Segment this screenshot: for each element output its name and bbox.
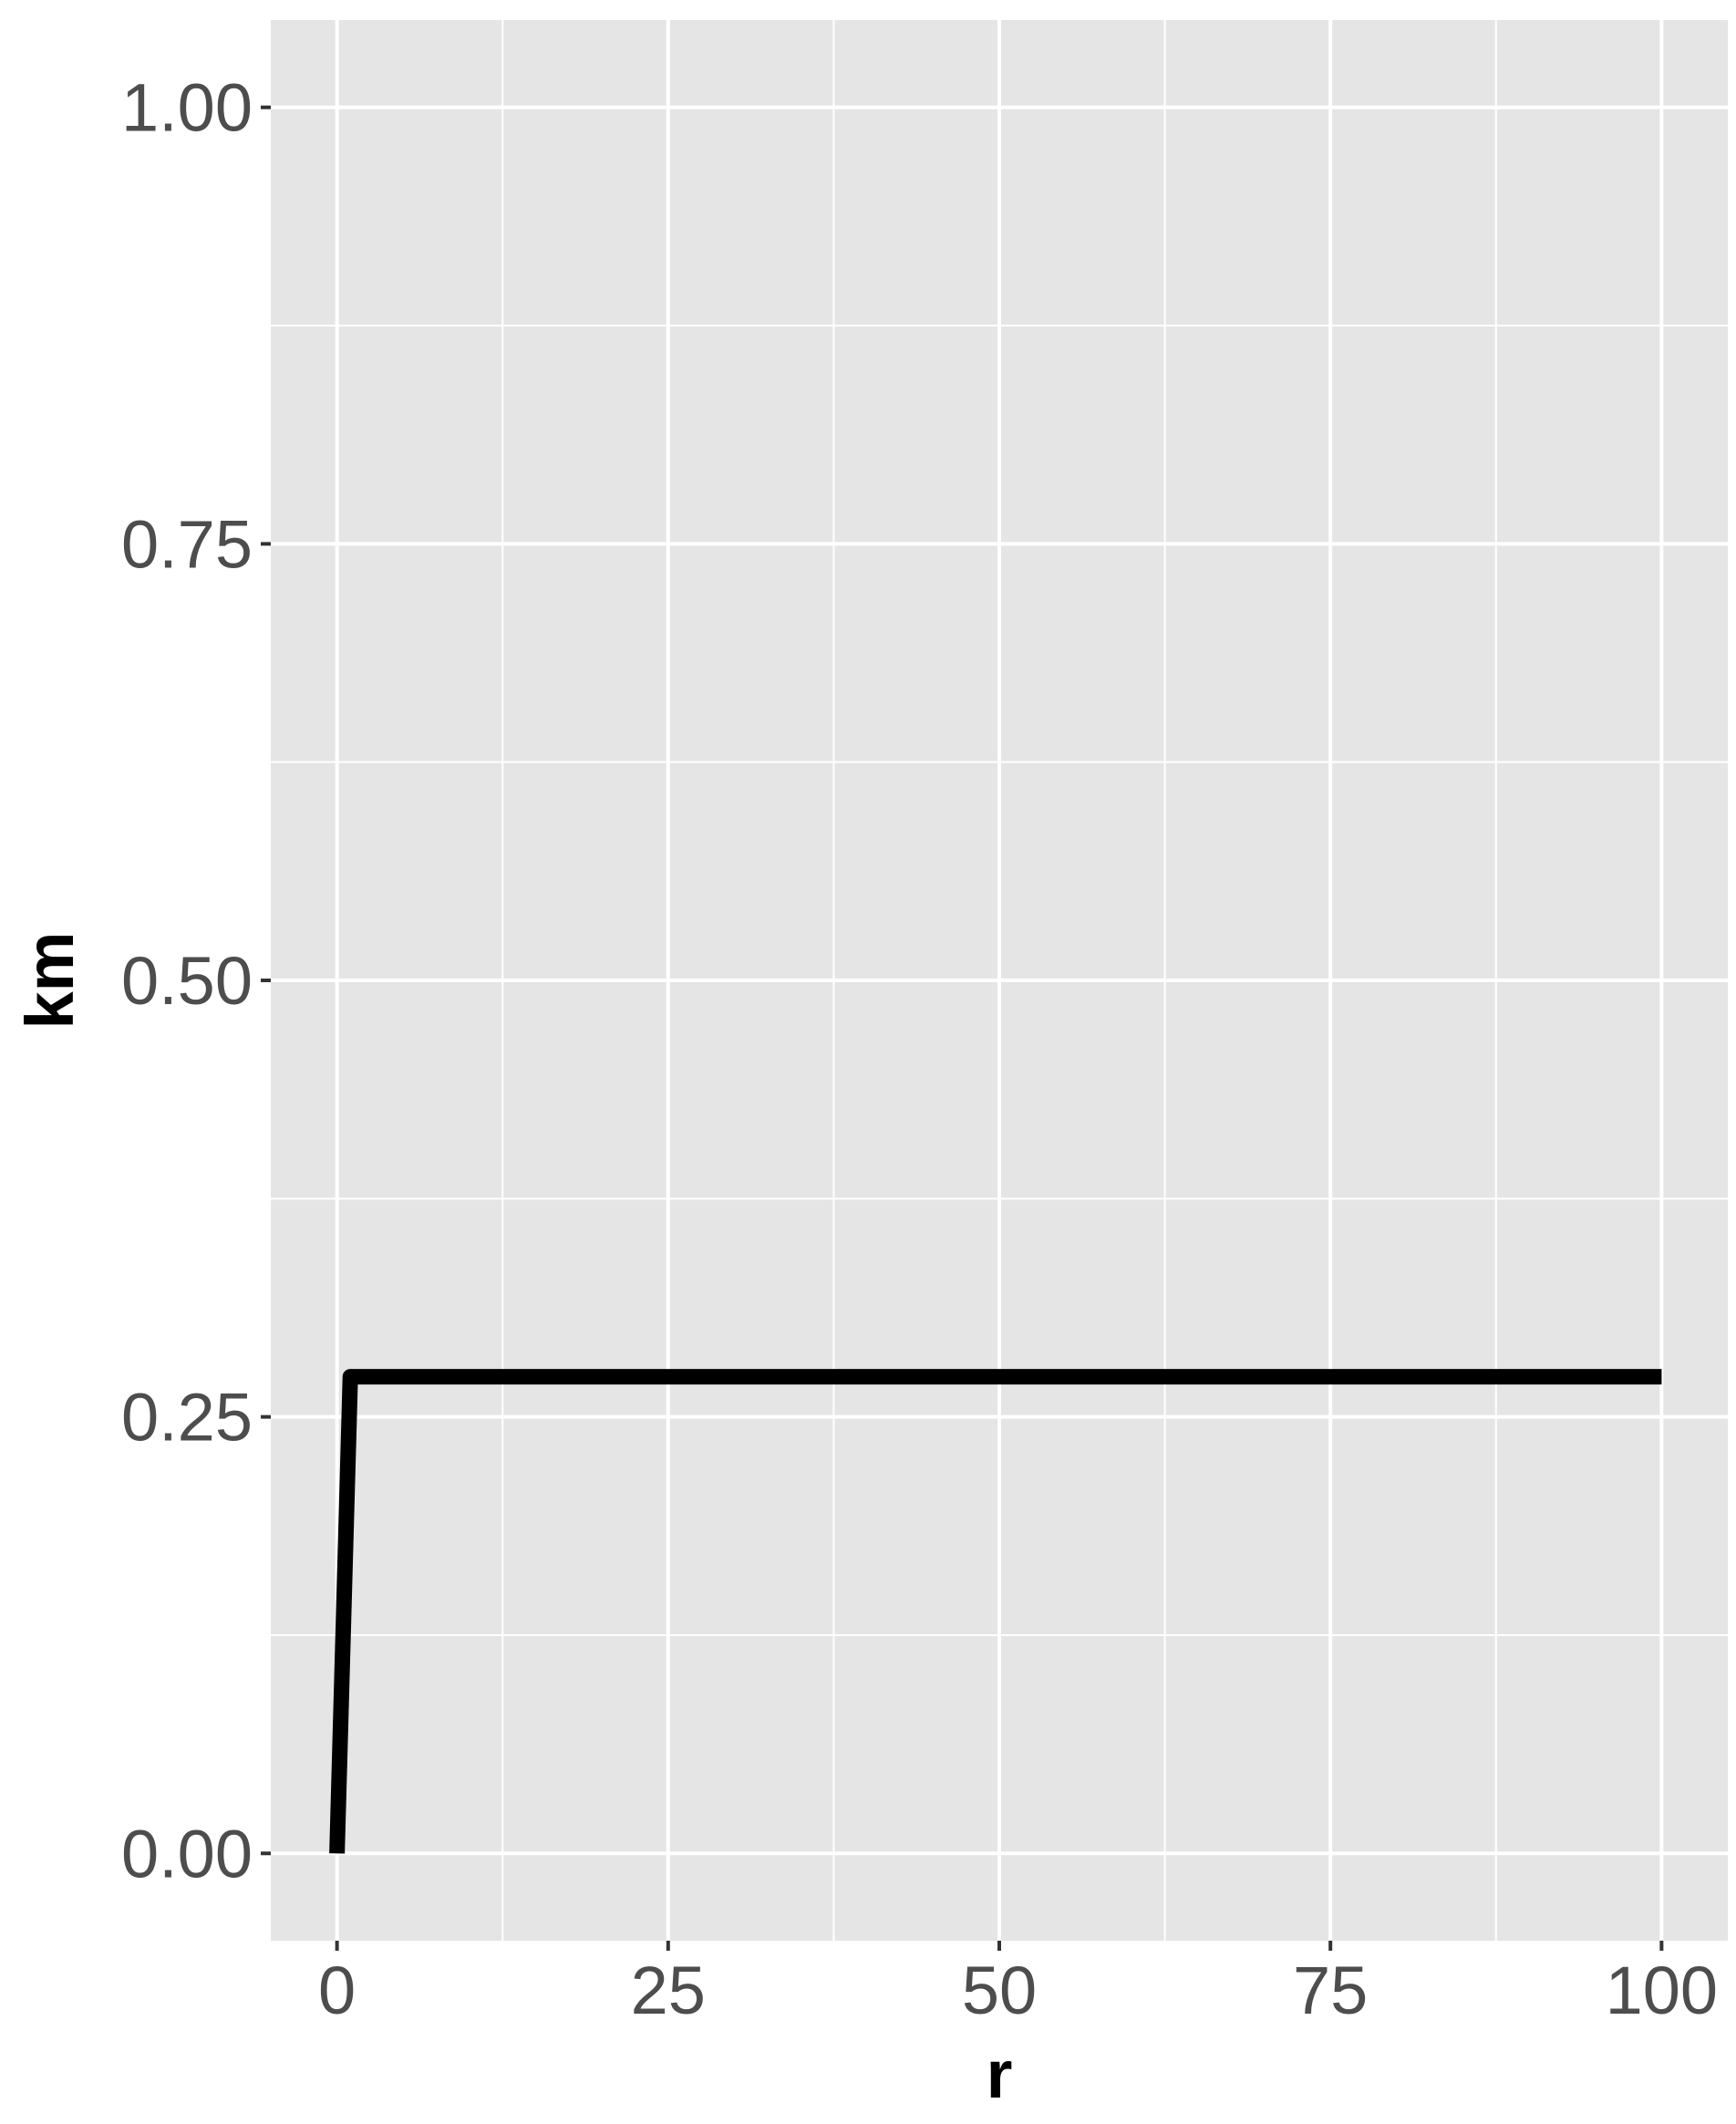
y-axis: 0.00 0.25 0.50 0.75 1.00 xyxy=(121,70,271,1891)
x-tick-label: 75 xyxy=(1293,1953,1368,2028)
y-tick-label: 1.00 xyxy=(121,70,253,146)
x-tick-label: 25 xyxy=(631,1953,706,2028)
grid-major xyxy=(271,20,1728,1941)
series-line-0 xyxy=(329,1369,1662,1854)
series-layer xyxy=(329,1369,1662,1854)
y-tick-label: 0.00 xyxy=(121,1816,253,1891)
x-axis: 0 25 50 75 100 xyxy=(318,1941,1718,2028)
x-axis-title: r xyxy=(987,2036,1013,2112)
x-tick-label: 0 xyxy=(318,1953,356,2028)
y-axis-title: km xyxy=(12,932,88,1030)
x-tick-label: 100 xyxy=(1606,1953,1718,2028)
x-tick-label: 50 xyxy=(962,1953,1037,2028)
y-tick-label: 0.50 xyxy=(121,943,253,1019)
y-tick-label: 0.75 xyxy=(121,506,253,582)
y-tick-label: 0.25 xyxy=(121,1380,253,1456)
